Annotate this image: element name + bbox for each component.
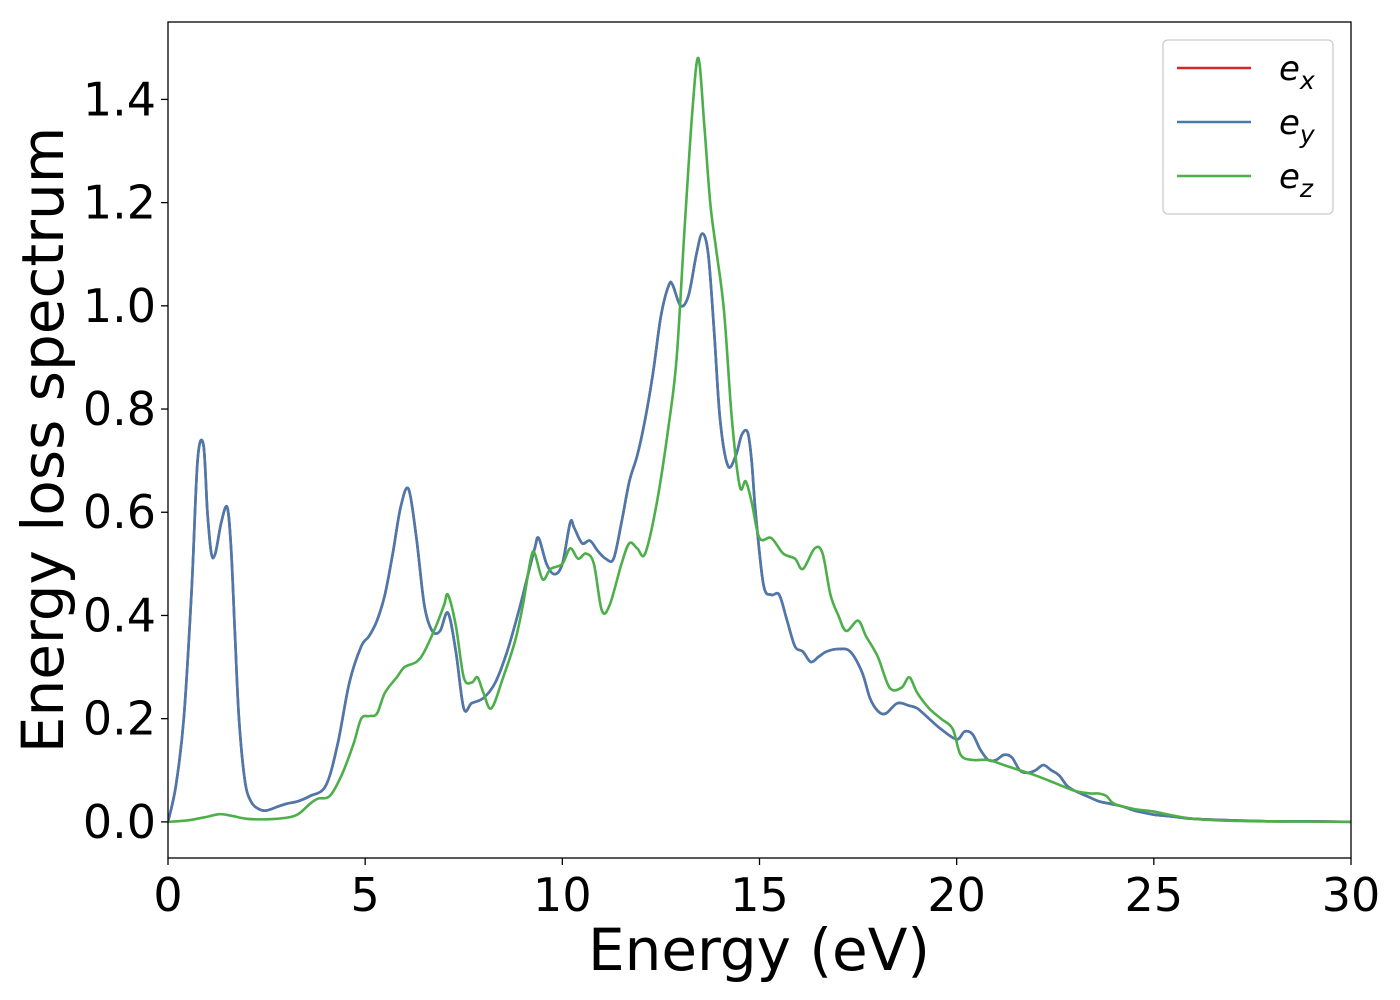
y-tick-label: 0.8 xyxy=(83,382,156,436)
legend-label-subscript: y xyxy=(1299,120,1316,149)
legend-label-base: e xyxy=(1279,49,1300,89)
y-tick-label: 0.2 xyxy=(83,692,156,746)
x-tick-label: 0 xyxy=(153,868,182,922)
y-tick-label: 1.4 xyxy=(83,72,156,126)
y-axis-title: Energy loss spectrum xyxy=(9,127,77,753)
legend-label-e-y: ey xyxy=(1279,103,1316,149)
legend-label-e-z: ez xyxy=(1279,157,1314,203)
series-line-e-y xyxy=(168,232,1351,824)
x-axis: 0 5 10 15 20 25 30 xyxy=(153,858,1380,922)
y-axis: 0.0 0.2 0.4 0.6 0.8 1.0 1.2 1.4 xyxy=(83,72,168,849)
x-tick-label: 25 xyxy=(1125,868,1184,922)
y-tick-label: 0.6 xyxy=(83,485,156,539)
x-tick-label: 20 xyxy=(927,868,986,922)
legend-label-base: e xyxy=(1279,103,1300,143)
legend-label-base: e xyxy=(1279,157,1300,197)
x-tick-label: 30 xyxy=(1322,868,1381,922)
y-tick-label: 0.4 xyxy=(83,588,156,642)
x-tick-label: 5 xyxy=(351,868,380,922)
x-tick-label: 10 xyxy=(533,868,592,922)
y-tick-label: 0.0 xyxy=(83,795,156,849)
legend-label-e-x: ex xyxy=(1279,49,1315,95)
series-line-e-z xyxy=(168,56,1351,824)
legend-label-subscript: x xyxy=(1299,66,1315,95)
series-layer xyxy=(168,56,1351,824)
y-tick-label: 1.2 xyxy=(83,176,156,230)
x-axis-title: Energy (eV) xyxy=(588,916,930,984)
legend-label-subscript: z xyxy=(1299,174,1314,203)
legend-box xyxy=(1162,39,1334,215)
x-tick-label: 15 xyxy=(730,868,789,922)
y-tick-label: 1.0 xyxy=(83,279,156,333)
